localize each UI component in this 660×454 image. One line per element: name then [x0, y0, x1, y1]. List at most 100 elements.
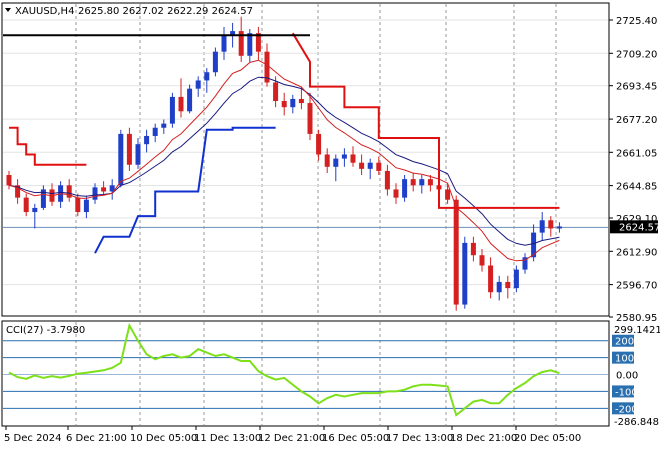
candle-body: [135, 144, 141, 165]
candle-body: [75, 197, 81, 213]
candle-body: [453, 199, 459, 305]
price-tick-label: 2709.20: [616, 49, 657, 60]
indicator-overlays: [3, 32, 560, 262]
candle-body: [152, 127, 158, 136]
candle-body: [350, 154, 356, 163]
candle-body: [212, 51, 218, 73]
candle-body: [221, 35, 227, 52]
candle-body: [307, 103, 313, 134]
candle-body: [101, 187, 107, 192]
time-tick-label: 10 Dec 05:00: [130, 433, 197, 444]
candle-body: [32, 207, 38, 213]
candle-body: [290, 98, 296, 108]
cci-level-tag: [612, 334, 634, 347]
candle-body: [376, 162, 382, 171]
cci-line: [8, 322, 560, 417]
candle-body: [187, 88, 193, 112]
symbol-dropdown-icon[interactable]: [5, 8, 11, 12]
candle-body: [488, 265, 494, 293]
stop-line-blue: [94, 126, 276, 254]
price-tick-label: 2644.85: [616, 182, 657, 193]
price-tick-label: 2661.05: [616, 148, 657, 159]
cci-level-tag-label: 100: [615, 354, 634, 365]
candle-body: [531, 232, 537, 258]
price-tick-label: 2693.45: [616, 82, 657, 93]
cci-level-tag: [612, 351, 634, 364]
price-tick-label: 2612.90: [616, 247, 657, 258]
time-tick-label: 5 Dec 2024: [4, 433, 62, 444]
candle-body: [118, 133, 124, 186]
candle-body: [341, 154, 347, 159]
svg-text:2624.57: 2624.57: [619, 222, 660, 233]
time-tick-label: 17 Dec 13:00: [386, 433, 453, 444]
candle-body: [178, 96, 184, 112]
cci-level-tag-label: -200: [615, 404, 638, 415]
symbol-label[interactable]: XAUUSD,H4: [15, 6, 74, 17]
candle-body: [255, 33, 261, 52]
cci-axis[interactable]: 299.1421 -286.848 200 100 0.00 -100 -200: [612, 325, 660, 428]
time-tick-label: 12 Dec 21:00: [258, 433, 325, 444]
candle-body: [40, 189, 46, 208]
cci-panel[interactable]: [1, 320, 610, 427]
price-tick-label: 2629.10: [616, 214, 657, 225]
candle-body: [109, 185, 115, 192]
candle-body: [23, 197, 29, 213]
candle-body: [66, 185, 72, 198]
time-tick-label: 16 Dec 05:00: [322, 433, 389, 444]
candle-body: [324, 154, 330, 167]
candle-body: [144, 135, 150, 145]
moving-average-fast: [8, 59, 560, 262]
stop-line-red: [9, 126, 87, 166]
candle-body: [359, 162, 365, 169]
candle-body: [556, 226, 562, 229]
candle-body: [230, 31, 236, 36]
candle-body: [539, 220, 545, 233]
candle-body: [479, 255, 485, 266]
candle-body: [161, 123, 167, 128]
candle-body: [15, 185, 21, 198]
candle-body: [419, 179, 425, 186]
candle-body: [445, 189, 451, 200]
time-tick-label: 20 Dec 05:00: [514, 433, 581, 444]
candle-body: [247, 33, 253, 56]
candle-body: [316, 133, 322, 155]
current-price-tag: 2624.57: [610, 220, 660, 234]
price-tick-label: 2596.70: [616, 281, 657, 292]
candle-body: [384, 170, 390, 190]
candle-body: [195, 80, 201, 89]
price-tick-label: 2725.40: [616, 16, 657, 27]
candle-body: [393, 189, 399, 198]
candle-body: [367, 162, 373, 169]
candle-body: [402, 179, 408, 198]
stop-line-red: [291, 32, 560, 209]
cci-min-label: -286.848: [614, 417, 659, 428]
candle-body: [470, 242, 476, 256]
candle-body: [462, 242, 468, 305]
cci-curve: [8, 322, 560, 417]
candle-body: [496, 281, 502, 293]
cci-level-tag-label: -100: [615, 387, 638, 398]
candle-body: [548, 220, 554, 229]
moving-average-slow: [8, 76, 560, 246]
price-tick-label: 2677.20: [616, 115, 657, 126]
cci-max-label: 299.1421: [614, 325, 660, 336]
candle-body: [333, 158, 339, 167]
price-tick-label: 2580.95: [616, 313, 657, 324]
candle-body: [92, 187, 98, 200]
price-axis[interactable]: 2725.40 2709.20 2693.45 2677.20 2661.05 2644.…: [609, 16, 657, 324]
candle-body: [169, 96, 175, 124]
cci-label: CCI(27) -3.7980: [6, 325, 85, 336]
time-tick-label: 6 Dec 21:00: [66, 433, 127, 444]
price-panel[interactable]: [1, 2, 610, 317]
time-tick-label: 11 Dec 13:00: [194, 433, 261, 444]
ohlc-readout: 2625.80 2627.02 2622.29 2624.57: [78, 6, 253, 17]
cci-level-tag-label: 200: [615, 337, 634, 348]
candle-body: [298, 98, 304, 104]
candle-body: [427, 179, 433, 186]
candle-body: [6, 175, 12, 186]
candle-body: [83, 199, 89, 213]
cci-level-tag: [612, 385, 634, 398]
